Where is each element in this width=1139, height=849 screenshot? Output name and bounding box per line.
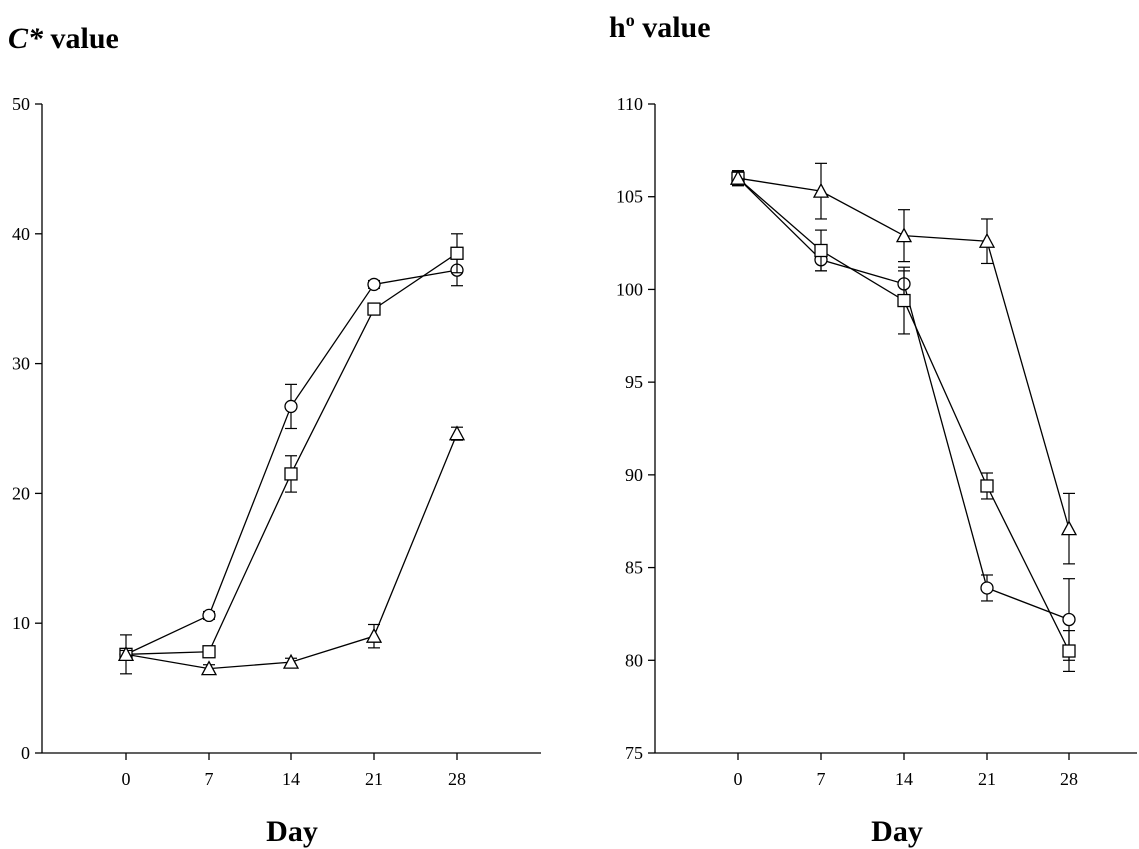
right-y-tick-label: 80 (625, 650, 643, 670)
left-point-square (450, 246, 464, 260)
left-y-tick-label: 50 (12, 94, 30, 114)
left-x-tick-label: 14 (282, 769, 300, 789)
right-y-tick-label: 105 (616, 187, 643, 207)
left-title-rest: value (43, 22, 119, 55)
left-point-circle (367, 277, 381, 292)
right-x-tick-label: 21 (978, 769, 996, 789)
right-point-triangle (729, 169, 747, 185)
left-y-tick-label: 0 (21, 743, 30, 763)
left-x-axis-title: Day (266, 815, 318, 848)
right-chart: 75 80 85 90 95 100 105 110 0 7 14 21 28 Day (616, 94, 1137, 848)
left-x-tick-label: 28 (448, 769, 466, 789)
right-point-square (814, 243, 828, 258)
left-point-triangle (200, 660, 218, 676)
left-y-tick-label: 30 (12, 354, 30, 374)
left-point-triangle (365, 627, 383, 643)
right-point-circle (1062, 612, 1076, 627)
left-point-triangle (282, 653, 300, 669)
right-point-triangle (1060, 520, 1078, 536)
left-x-tick-label: 21 (365, 769, 383, 789)
left-point-square (284, 467, 298, 481)
left-y-tick-label: 20 (12, 483, 30, 503)
right-point-triangle (812, 182, 830, 198)
right-x-axis-title: Day (871, 815, 923, 848)
right-point-triangle (895, 227, 913, 243)
left-point-triangle (448, 425, 466, 441)
right-point-square (980, 479, 994, 493)
right-x-tick-label: 14 (895, 769, 913, 789)
right-title-sup: o (625, 10, 635, 30)
right-point-triangle (978, 232, 996, 248)
right-x-tick-label: 28 (1060, 769, 1078, 789)
left-y-tick-label: 40 (12, 224, 30, 244)
left-y-tick-label: 10 (12, 613, 30, 633)
right-title-main: h (609, 11, 626, 44)
right-y-tick-label: 95 (625, 372, 643, 392)
left-point-square (367, 302, 381, 316)
right-x-tick-label: 0 (734, 769, 743, 789)
right-y-tick-label: 90 (625, 465, 643, 485)
right-title-rest: value (634, 11, 711, 44)
left-point-circle (202, 608, 216, 623)
left-point-square (202, 645, 216, 659)
right-point-circle (980, 581, 994, 595)
left-point-triangle (117, 645, 135, 662)
right-point-square (1062, 644, 1076, 658)
right-point-square (897, 293, 911, 308)
right-y-tick-label: 85 (625, 558, 643, 578)
left-chart-title: C* value (8, 22, 119, 56)
left-x-tick-label: 0 (122, 769, 131, 789)
left-point-circle (284, 399, 298, 414)
right-y-tick-label: 100 (616, 279, 643, 299)
right-x-tick-label: 7 (817, 769, 826, 789)
left-series-line-square (125, 252, 458, 656)
right-chart-title: ho value (609, 10, 711, 45)
right-y-tick-label: 110 (617, 94, 643, 114)
left-x-tick-label: 7 (205, 769, 214, 789)
right-y-tick-label: 75 (625, 743, 643, 763)
left-title-italic: C* (8, 22, 44, 55)
left-chart: 0 10 20 30 40 50 0 7 14 21 28 Day (12, 94, 541, 848)
